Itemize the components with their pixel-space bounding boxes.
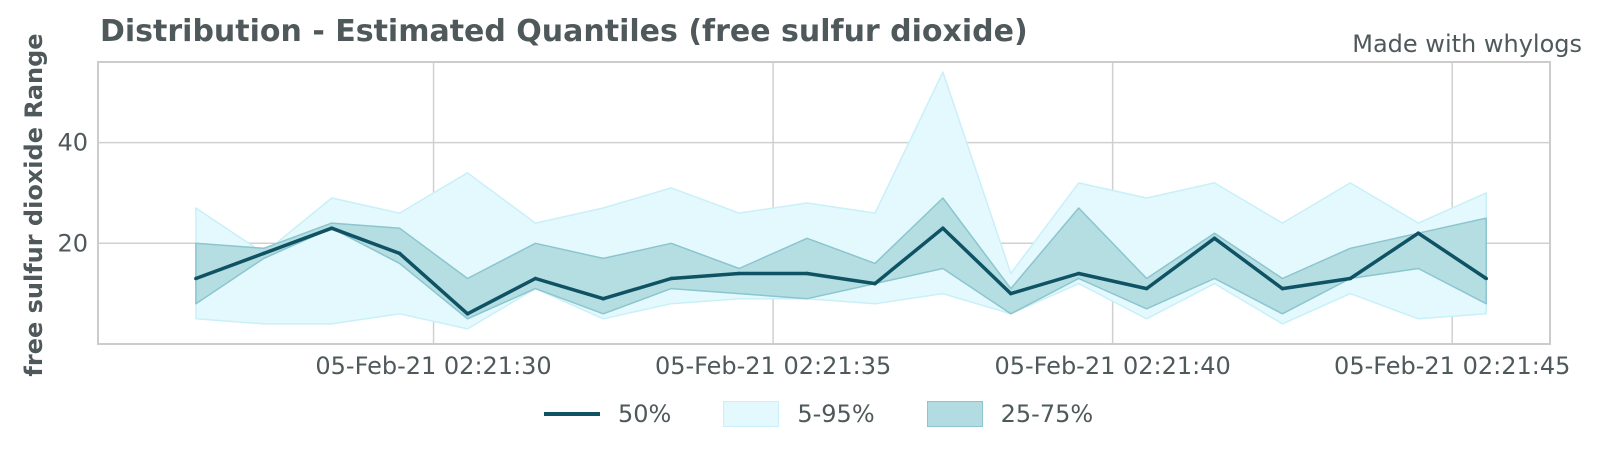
- plot-frame: [97, 61, 1551, 345]
- legend-item-5-95: 5-95%: [723, 400, 875, 428]
- median-point: [941, 226, 945, 230]
- median-point: [1348, 276, 1353, 281]
- median-point: [1416, 231, 1421, 235]
- median-point: [1280, 286, 1285, 291]
- median-point: [533, 276, 538, 281]
- median-point: [1484, 276, 1488, 281]
- legend-label-median: 50%: [618, 400, 672, 428]
- legend-label-5-95: 5-95%: [797, 400, 875, 428]
- median-point: [737, 271, 741, 276]
- median-point: [873, 281, 877, 286]
- median-point: [1144, 286, 1149, 291]
- chart-title: Distribution - Estimated Quantiles (free…: [100, 14, 1028, 49]
- legend-item-25-75: 25-75%: [926, 400, 1094, 428]
- x-tick-label: 05-Feb-21 02:21:45: [1334, 352, 1570, 380]
- median-point: [465, 312, 470, 316]
- median-point: [194, 276, 198, 281]
- median-line-layer: [194, 226, 1488, 316]
- median-point: [329, 226, 334, 230]
- legend-swatch-median: [544, 412, 600, 416]
- median-point: [1212, 236, 1217, 241]
- legend-label-25-75: 25-75%: [1000, 400, 1094, 428]
- median-point: [1009, 291, 1013, 296]
- credit-label: Made with whylogs: [1352, 30, 1582, 58]
- legend: 50% 5-95% 25-75%: [544, 400, 1145, 428]
- tick-labels: 05-Feb-21 02:21:30 05-Feb-21 02:21:35 05-F…: [57, 129, 1570, 380]
- median-point: [805, 271, 809, 276]
- median-point: [601, 296, 606, 301]
- legend-swatch-25-75: [926, 401, 983, 427]
- x-tick-label: 05-Feb-21 02:21:35: [655, 352, 891, 380]
- median-point: [397, 251, 402, 256]
- median-point: [1076, 271, 1081, 276]
- median-line: [195, 226, 1488, 316]
- y-tick-label: 20: [57, 229, 88, 257]
- x-tick-label: 05-Feb-21 02:21:40: [994, 352, 1230, 380]
- median-point: [262, 251, 266, 256]
- x-tick-label: 05-Feb-21 02:21:30: [315, 352, 551, 380]
- median-point: [669, 276, 673, 281]
- legend-swatch-5-95: [723, 401, 780, 427]
- y-tick-label: 40: [57, 129, 88, 157]
- legend-item-median: 50%: [544, 400, 671, 428]
